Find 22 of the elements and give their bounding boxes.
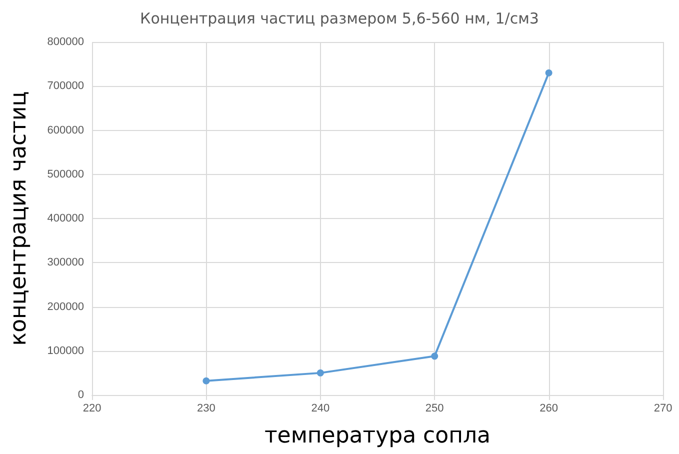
chart-title: Концентрация частиц размером 5,6-560 нм, 1/см3 [140,10,539,28]
y-tick-label: 800000 [47,36,84,48]
y-tick-label: 500000 [47,168,84,180]
point [316,369,324,376]
y-tick-label: 300000 [47,256,84,269]
y-tick-label: 700000 [47,80,84,92]
point [545,69,552,76]
x-tick-label: 260 [540,402,558,414]
y-tick-label: 600000 [47,124,84,136]
y-tick-label: 0 [78,389,84,401]
x-tick-label: 240 [311,402,330,414]
y-tick-label: 400000 [47,212,84,224]
x-tick-label: 250 [425,402,444,414]
point [202,377,210,384]
x-tick-label: 230 [197,402,216,414]
x-tick-label: 270 [654,402,672,414]
y-tick-label: 200000 [47,300,84,313]
point [431,352,438,360]
x-axis-title: температура сопла [264,424,491,448]
y-axis-title: концентрация частиц [6,91,32,346]
x-tick-label: 220 [82,402,102,414]
y-tick-label: 100000 [47,344,84,357]
